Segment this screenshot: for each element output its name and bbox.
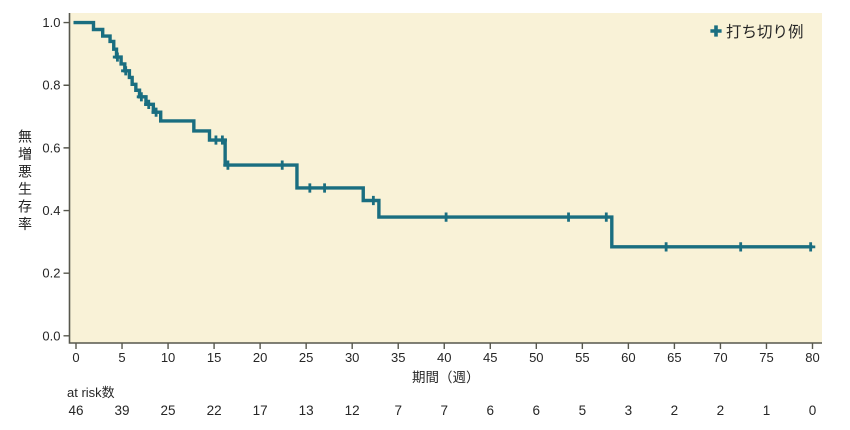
y-axis-title-char: 悪 (18, 163, 32, 179)
x-tick-label: 20 (253, 350, 267, 365)
x-tick-label: 45 (483, 350, 497, 365)
x-tick-label: 0 (72, 350, 79, 365)
x-tick-label: 40 (437, 350, 451, 365)
at-risk-value: 5 (579, 403, 587, 418)
axis-lines (68, 13, 822, 344)
at-risk-value: 6 (533, 403, 541, 418)
y-axis-title-char: 増 (18, 146, 32, 162)
at-risk-value: 3 (625, 403, 633, 418)
at-risk-values: 46 39 25 22 17 13 12 7 7 6 6 5 3 2 2 1 0 (68, 403, 816, 418)
y-axis-title-char: 生 (18, 181, 32, 197)
x-tick-label: 5 (118, 350, 125, 365)
y-tick-label: 0.2 (42, 266, 60, 281)
x-tick-label: 70 (713, 350, 727, 365)
x-tick-label: 30 (345, 350, 359, 365)
x-tick-label: 75 (759, 350, 773, 365)
legend: 打ち切り例 (710, 23, 804, 41)
at-risk-label: at risk数 (67, 385, 115, 400)
censor-plus-icon (710, 25, 722, 37)
plot-background (69, 13, 822, 343)
at-risk-value: 22 (207, 403, 222, 418)
y-axis-title-char: 率 (18, 216, 32, 232)
x-tick-label: 35 (391, 350, 405, 365)
x-tick-label: 10 (161, 350, 175, 365)
x-tick-labels: 0 5 10 15 20 25 30 35 40 45 50 55 60 65 70 75 80 (72, 350, 819, 365)
at-risk-value: 0 (809, 403, 817, 418)
y-axis-title-char: 存 (18, 198, 32, 214)
y-tick-label: 1.0 (42, 15, 60, 30)
at-risk-value: 13 (299, 403, 314, 418)
y-tick-label: 0.4 (42, 203, 60, 218)
at-risk-value: 17 (253, 403, 268, 418)
at-risk-value: 6 (487, 403, 495, 418)
at-risk-value: 2 (717, 403, 725, 418)
y-tick-label: 0.0 (42, 328, 60, 343)
y-tick-label: 0.8 (42, 78, 60, 93)
y-tick-label: 0.6 (42, 140, 60, 155)
x-tick-label: 65 (667, 350, 681, 365)
censor-marks (112, 52, 816, 252)
at-risk-value: 1 (763, 403, 771, 418)
x-tick-label: 50 (529, 350, 543, 365)
x-axis-title: 期間（週） (412, 370, 480, 385)
at-risk-value: 39 (115, 403, 130, 418)
x-tick-label: 80 (805, 350, 819, 365)
at-risk-value: 25 (161, 403, 176, 418)
x-tick-label: 55 (575, 350, 589, 365)
at-risk-value: 7 (394, 403, 402, 418)
at-risk-value: 12 (345, 403, 360, 418)
at-risk-value: 2 (671, 403, 679, 418)
x-tick-label: 60 (621, 350, 635, 365)
legend-label: 打ち切り例 (726, 23, 804, 41)
tick-marks (63, 21, 814, 349)
at-risk-value: 7 (440, 403, 448, 418)
y-tick-labels: 1.0 0.8 0.6 0.4 0.2 0.0 (42, 15, 60, 343)
km-curve (73, 20, 813, 249)
at-risk-value: 46 (68, 403, 83, 418)
x-tick-label: 25 (299, 350, 313, 365)
y-axis-title-char: 無 (18, 128, 32, 144)
x-tick-label: 15 (207, 350, 221, 365)
